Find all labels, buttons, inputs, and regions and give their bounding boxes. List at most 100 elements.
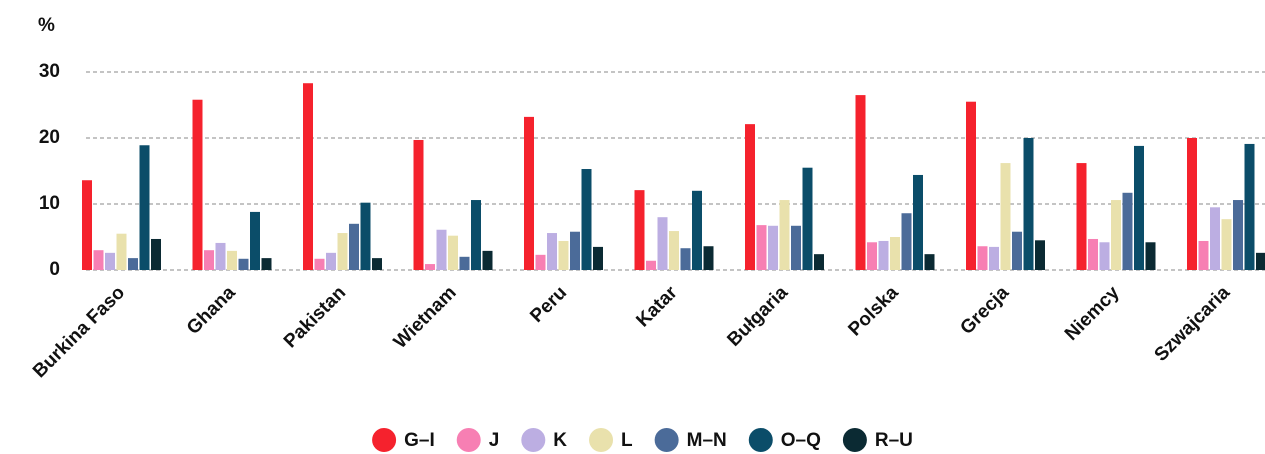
bar xyxy=(1076,163,1087,270)
x-tick-label: Peru xyxy=(526,282,571,327)
bar xyxy=(436,229,447,270)
bar xyxy=(901,213,912,270)
y-tick-label: 30 xyxy=(39,61,60,82)
bar xyxy=(1244,143,1255,270)
bar xyxy=(1134,145,1144,270)
bar xyxy=(680,248,691,270)
bar xyxy=(82,180,92,270)
bar xyxy=(768,225,778,270)
bar xyxy=(116,233,127,270)
legend-marker xyxy=(842,428,867,452)
x-tick-label: Wietnam xyxy=(390,282,461,353)
bar xyxy=(855,95,866,270)
bar xyxy=(314,258,325,270)
x-tick-label: Pakistan xyxy=(280,282,350,352)
bar xyxy=(261,258,272,270)
x-tick-label: Katar xyxy=(632,282,682,332)
bar xyxy=(570,231,580,270)
x-tick-label: Ghana xyxy=(183,282,240,339)
bar xyxy=(867,242,877,270)
x-tick-label: Szwajcaria xyxy=(1151,282,1235,366)
x-tick-label: Grecja xyxy=(956,282,1013,339)
bar xyxy=(890,237,900,270)
bar xyxy=(303,83,313,270)
x-tick-label: Polska xyxy=(844,282,902,340)
bar xyxy=(692,190,702,270)
bar xyxy=(814,254,824,270)
bar xyxy=(1233,200,1243,270)
bar xyxy=(535,254,546,270)
bar xyxy=(1088,238,1098,270)
bar xyxy=(128,258,138,270)
bar xyxy=(593,246,603,270)
bar xyxy=(913,174,923,270)
bar xyxy=(215,242,226,270)
bar xyxy=(878,240,889,270)
bar xyxy=(966,101,976,270)
bar xyxy=(581,169,592,270)
bar xyxy=(1221,219,1232,270)
y-axis-label: % xyxy=(38,15,55,36)
bar xyxy=(105,252,115,270)
legend-label: K xyxy=(553,430,567,451)
bar xyxy=(250,211,260,270)
legend-marker xyxy=(372,428,397,452)
bar xyxy=(558,240,569,270)
bar xyxy=(745,124,755,270)
bar xyxy=(425,264,435,270)
legend: G–I J K L M–N O–Q R–U xyxy=(372,428,913,452)
bar xyxy=(459,256,470,270)
legend-label: L xyxy=(621,430,633,451)
bar xyxy=(360,202,371,270)
bar xyxy=(349,223,359,270)
bar xyxy=(1000,163,1011,270)
legend-label: O–Q xyxy=(781,430,821,451)
bar xyxy=(1145,242,1156,270)
bar xyxy=(227,250,237,270)
bar xyxy=(238,258,249,270)
bar xyxy=(657,217,668,270)
bar xyxy=(802,167,813,270)
bar xyxy=(1111,200,1121,270)
bar xyxy=(93,250,104,270)
bar xyxy=(192,99,203,270)
bar xyxy=(669,231,679,270)
bar xyxy=(547,233,557,270)
bar xyxy=(779,200,790,270)
bar xyxy=(1198,240,1209,270)
bar xyxy=(413,139,424,270)
bar xyxy=(448,235,458,270)
y-tick-label: 0 xyxy=(49,259,60,280)
y-tick-label: 10 xyxy=(39,193,60,214)
y-tick-label: 20 xyxy=(39,127,60,148)
bar xyxy=(1122,192,1133,270)
bar xyxy=(326,252,336,270)
legend-label: G–I xyxy=(404,430,435,451)
bar xyxy=(1210,207,1220,270)
legend-marker xyxy=(654,428,679,452)
bar xyxy=(204,250,214,270)
bar xyxy=(989,246,999,270)
bar xyxy=(791,225,801,270)
bar xyxy=(524,116,534,270)
bar xyxy=(634,190,645,270)
legend-label: J xyxy=(489,430,500,451)
x-tick-label: Niemcy xyxy=(1061,282,1124,345)
legend-marker xyxy=(456,428,481,452)
bar xyxy=(372,258,382,270)
bar xyxy=(977,246,988,270)
bar xyxy=(471,200,481,270)
legend-marker xyxy=(748,428,773,452)
x-tick-label: Bułgaria xyxy=(723,282,792,351)
legend-label: R–U xyxy=(875,430,913,451)
bar xyxy=(337,233,348,270)
bar xyxy=(139,145,150,270)
bar xyxy=(703,246,714,270)
bar xyxy=(1256,252,1265,270)
legend-marker xyxy=(521,428,546,452)
legend-marker xyxy=(589,428,614,452)
legend-label: M–N xyxy=(687,430,727,451)
x-tick-label: Burkina Faso xyxy=(29,282,129,382)
bar xyxy=(151,238,161,270)
